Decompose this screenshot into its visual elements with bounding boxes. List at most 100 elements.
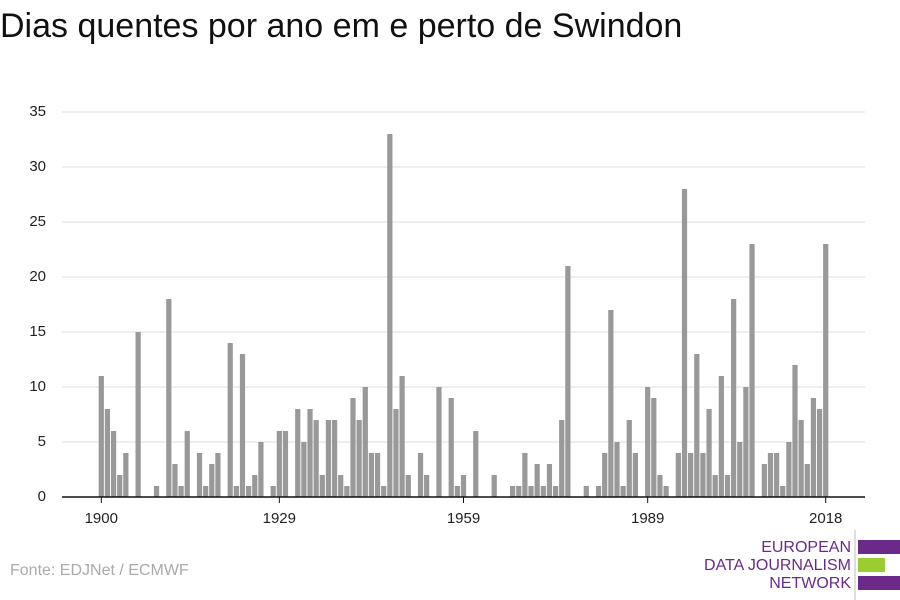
bar (123, 453, 129, 497)
bar (731, 299, 737, 497)
bar (540, 486, 546, 497)
bar (331, 420, 338, 497)
bar (645, 387, 651, 497)
bar (804, 464, 810, 497)
y-tick-label: 15 (29, 323, 46, 340)
x-tick-label: 1929 (263, 510, 296, 527)
y-tick-label: 35 (29, 103, 46, 120)
bar (454, 486, 460, 497)
bar (98, 376, 104, 497)
bar (786, 442, 792, 497)
bar (620, 486, 626, 497)
bar (399, 376, 405, 497)
bar (215, 453, 221, 497)
bar (184, 431, 190, 497)
bar (233, 486, 239, 497)
bar (743, 387, 749, 497)
bar (405, 475, 411, 497)
bar (694, 354, 700, 497)
bar (374, 453, 381, 497)
bar (381, 486, 387, 497)
bar (602, 453, 608, 497)
bar (203, 486, 209, 497)
bar (724, 475, 731, 497)
bar (737, 442, 743, 497)
logo-bar (858, 576, 900, 590)
bar (608, 310, 614, 497)
bar (712, 475, 718, 497)
bar (387, 134, 393, 497)
bar (626, 420, 632, 497)
bar (117, 475, 123, 497)
x-tick-label: 1900 (85, 510, 118, 527)
bar (319, 475, 325, 497)
x-tick-label: 1959 (447, 510, 480, 527)
bar (559, 420, 565, 497)
y-tick-label: 20 (29, 268, 46, 285)
bar (700, 453, 706, 497)
bar (632, 453, 639, 497)
y-tick-label: 0 (38, 488, 46, 505)
bar (417, 453, 424, 497)
bar (528, 486, 534, 497)
bar (767, 453, 774, 497)
chart-title: Dias quentes por ano em e perto de Swind… (0, 7, 682, 45)
bar (706, 409, 712, 497)
bar (675, 453, 681, 497)
bar (761, 464, 767, 497)
bar (282, 431, 289, 497)
bar (344, 486, 350, 497)
bar (688, 453, 694, 497)
bar (362, 387, 368, 497)
bar (595, 486, 602, 497)
logo-text: DATA JOURNALISM (704, 557, 851, 574)
bar (196, 453, 203, 497)
bar (356, 420, 362, 497)
bar (172, 464, 178, 497)
bar (350, 398, 356, 497)
bar (424, 475, 430, 497)
bar (301, 442, 307, 497)
x-tick-label: 1989 (631, 510, 664, 527)
bar (325, 420, 332, 497)
bar (681, 189, 688, 497)
bar (583, 486, 589, 497)
bar (239, 354, 246, 497)
bar (816, 409, 823, 497)
bar (270, 486, 276, 497)
bar (166, 299, 172, 497)
y-tick-label: 30 (29, 158, 46, 175)
bar (227, 343, 233, 497)
bar (448, 398, 454, 497)
y-tick-label: 5 (38, 433, 46, 450)
bar (110, 431, 117, 497)
bar (436, 387, 442, 497)
bar (246, 486, 252, 497)
bar (614, 442, 620, 497)
logo-bar (858, 540, 900, 554)
bar (823, 244, 829, 497)
bar (780, 486, 786, 497)
bar (516, 486, 522, 497)
logo-text: NETWORK (769, 575, 851, 592)
bar (510, 486, 516, 497)
bar (460, 475, 467, 497)
bar (565, 266, 571, 497)
bar (552, 486, 559, 497)
bar (178, 486, 184, 497)
bar (522, 453, 528, 497)
bar (295, 409, 301, 497)
bar (749, 244, 755, 497)
bar (534, 464, 540, 497)
bar (338, 475, 344, 497)
bar (368, 453, 375, 497)
bar (810, 398, 817, 497)
bar (491, 475, 497, 497)
bar (651, 398, 657, 497)
bar (798, 420, 804, 497)
bar (792, 365, 798, 497)
bar (135, 332, 141, 497)
bar (657, 475, 663, 497)
bar (252, 475, 258, 497)
bar (546, 464, 553, 497)
